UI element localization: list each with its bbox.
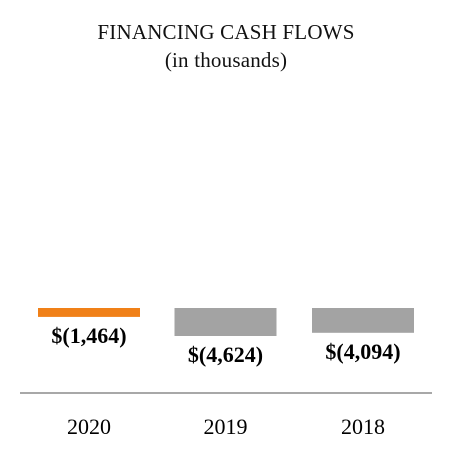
chart-subtitle: (in thousands) [164,48,288,72]
value-label-2018: $(4,094) [325,339,400,364]
category-label-2019: 2019 [204,414,248,439]
value-label-2019: $(4,624) [188,342,263,367]
bar-2020 [38,308,140,317]
bar-2018 [312,308,414,333]
bars-group: $(1,464) 2020 $(4,624) 2019 $(4,094) 2018 [38,308,414,439]
chart-title: FINANCING CASH FLOWS [97,20,355,44]
category-label-2018: 2018 [341,414,385,439]
bar-2019 [174,308,277,336]
category-label-2020: 2020 [67,414,111,439]
value-label-2020: $(1,464) [51,323,126,348]
